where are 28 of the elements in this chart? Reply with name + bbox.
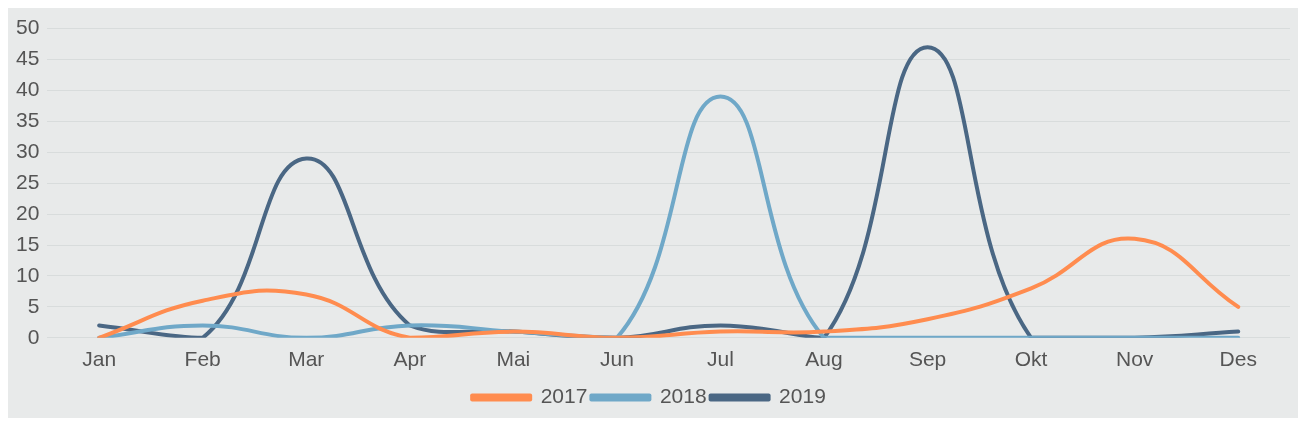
x-tick-label: Okt <box>1014 347 1048 371</box>
y-tick-label: 30 <box>16 139 40 163</box>
x-tick-label: Sep <box>908 347 947 371</box>
legend-label: 2018 <box>659 384 707 408</box>
y-tick-label: 0 <box>27 324 40 348</box>
x-tick-label: Aug <box>805 347 843 371</box>
y-tick-label: 45 <box>16 46 40 70</box>
y-tick-label: 25 <box>16 170 40 193</box>
x-tick-label: Mai <box>496 347 531 371</box>
x-tick-label: Nov <box>1115 347 1154 371</box>
legend-label: 2019 <box>779 384 826 408</box>
x-tick-label: Jul <box>707 347 734 371</box>
x-tick-label: Mar <box>288 347 325 371</box>
y-tick-label: 20 <box>16 200 40 224</box>
y-tick-label: 35 <box>16 108 40 132</box>
x-tick-label: Jun <box>599 347 634 371</box>
y-tick-label: 40 <box>16 77 40 101</box>
y-tick-label: 10 <box>16 262 40 286</box>
x-tick-label: Feb <box>184 347 221 371</box>
line-series <box>97 236 1241 338</box>
x-tick-label: Jan <box>82 347 117 371</box>
legend-label: 2017 <box>540 384 588 408</box>
y-tick-label: 15 <box>16 231 40 255</box>
x-tick-label: Des <box>1219 347 1257 371</box>
y-tick-label: 5 <box>27 293 40 317</box>
line-series <box>97 94 1241 338</box>
x-tick-label: Apr <box>393 347 427 371</box>
y-tick-label: 50 <box>16 15 40 39</box>
